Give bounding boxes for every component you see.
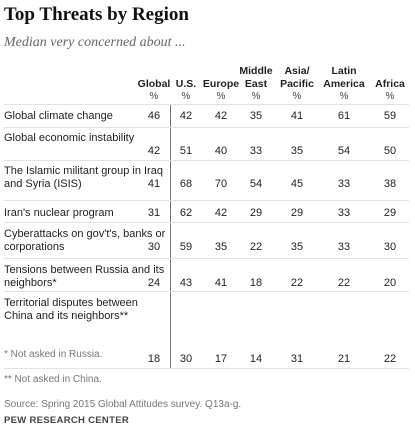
column-unit-middle-east: % <box>251 91 261 102</box>
row-separator <box>4 160 409 161</box>
row-label: Iran's nuclear program <box>4 207 114 219</box>
value-cell-africa: 20 <box>383 277 397 289</box>
value-cell-asia-pacific: 35 <box>290 241 304 253</box>
row-label: Territorial disputes between China and i… <box>4 297 138 322</box>
value-cell-u-s: 30 <box>179 353 193 365</box>
column-unit-global: % <box>149 91 159 102</box>
column-header-africa: Africa <box>375 78 405 90</box>
value-cell-u-s: 68 <box>179 178 193 190</box>
row-label: Tensions between Russia and its neighbor… <box>4 264 165 289</box>
chart-subtitle: Median very concerned about ... <box>4 35 186 50</box>
footnote-russia: * Not asked in Russia. <box>4 349 103 360</box>
row-label: The Islamic militant group in Iraq and S… <box>4 165 163 190</box>
row-label: Cyberattacks on gov't's, banks or corpor… <box>4 228 166 253</box>
column-header-asia-pacific: Asia/Pacific <box>280 65 314 90</box>
value-cell-u-s: 59 <box>179 241 193 253</box>
value-cell-middle-east: 18 <box>249 277 263 289</box>
row-separator <box>4 200 409 201</box>
value-cell-middle-east: 35 <box>249 110 263 122</box>
value-cell-asia-pacific: 45 <box>290 178 304 190</box>
row-separator <box>4 127 409 128</box>
value-cell-latin-america: 61 <box>337 110 351 122</box>
column-unit-asia-pacific: % <box>292 91 302 102</box>
value-cell-europe: 70 <box>214 178 228 190</box>
value-cell-europe: 41 <box>214 277 228 289</box>
value-cell-global: 41 <box>147 178 161 190</box>
value-cell-middle-east: 22 <box>249 241 263 253</box>
column-header-middle-east: Middle East <box>239 65 273 90</box>
column-divider <box>170 104 171 368</box>
value-cell-global: 18 <box>147 353 161 365</box>
value-cell-asia-pacific: 22 <box>290 277 304 289</box>
value-cell-africa: 30 <box>383 241 397 253</box>
value-cell-asia-pacific: 35 <box>290 145 304 157</box>
value-cell-u-s: 62 <box>179 207 193 219</box>
row-label: Global climate change <box>4 110 113 122</box>
value-cell-global: 46 <box>147 110 161 122</box>
value-cell-asia-pacific: 41 <box>290 110 304 122</box>
value-cell-europe: 42 <box>214 110 228 122</box>
source-note: Source: Spring 2015 Global Attitudes sur… <box>4 399 242 410</box>
value-cell-middle-east: 33 <box>249 145 263 157</box>
column-header-u-s: U.S. <box>175 78 197 90</box>
column-unit-latin-america: % <box>339 91 349 102</box>
value-cell-middle-east: 29 <box>249 207 263 219</box>
value-cell-u-s: 42 <box>179 110 193 122</box>
column-header-global: Global <box>137 78 171 90</box>
footnote-china: ** Not asked in China. <box>4 374 102 385</box>
row-separator <box>4 222 409 223</box>
value-cell-middle-east: 54 <box>249 178 263 190</box>
value-cell-europe: 40 <box>214 145 228 157</box>
column-unit-europe: % <box>216 91 226 102</box>
row-label: Global economic instability <box>4 132 135 144</box>
column-header-europe: Europe <box>202 78 240 90</box>
pew-brand: PEW RESEARCH CENTER <box>4 415 129 426</box>
value-cell-global: 24 <box>147 277 161 289</box>
row-separator <box>4 368 409 369</box>
value-cell-asia-pacific: 29 <box>290 207 304 219</box>
value-cell-middle-east: 14 <box>249 353 263 365</box>
row-separator <box>4 104 409 105</box>
column-header-latin-america: Latin America <box>323 65 365 90</box>
value-cell-africa: 29 <box>383 207 397 219</box>
value-cell-africa: 59 <box>383 110 397 122</box>
value-cell-u-s: 43 <box>179 277 193 289</box>
value-cell-latin-america: 33 <box>337 241 351 253</box>
value-cell-africa: 38 <box>383 178 397 190</box>
value-cell-europe: 42 <box>214 207 228 219</box>
value-cell-europe: 17 <box>214 353 228 365</box>
chart-title: Top Threats by Region <box>4 4 189 25</box>
value-cell-global: 42 <box>147 145 161 157</box>
value-cell-global: 31 <box>147 207 161 219</box>
value-cell-asia-pacific: 31 <box>290 353 304 365</box>
column-unit-africa: % <box>385 91 395 102</box>
value-cell-africa: 50 <box>383 145 397 157</box>
value-cell-latin-america: 33 <box>337 207 351 219</box>
value-cell-latin-america: 21 <box>337 353 351 365</box>
value-cell-latin-america: 22 <box>337 277 351 289</box>
column-unit-u-s: % <box>181 91 191 102</box>
value-cell-global: 30 <box>147 241 161 253</box>
value-cell-u-s: 51 <box>179 145 193 157</box>
value-cell-europe: 35 <box>214 241 228 253</box>
value-cell-latin-america: 33 <box>337 178 351 190</box>
value-cell-latin-america: 54 <box>337 145 351 157</box>
row-separator <box>4 291 409 292</box>
value-cell-africa: 22 <box>383 353 397 365</box>
row-separator <box>4 258 409 259</box>
